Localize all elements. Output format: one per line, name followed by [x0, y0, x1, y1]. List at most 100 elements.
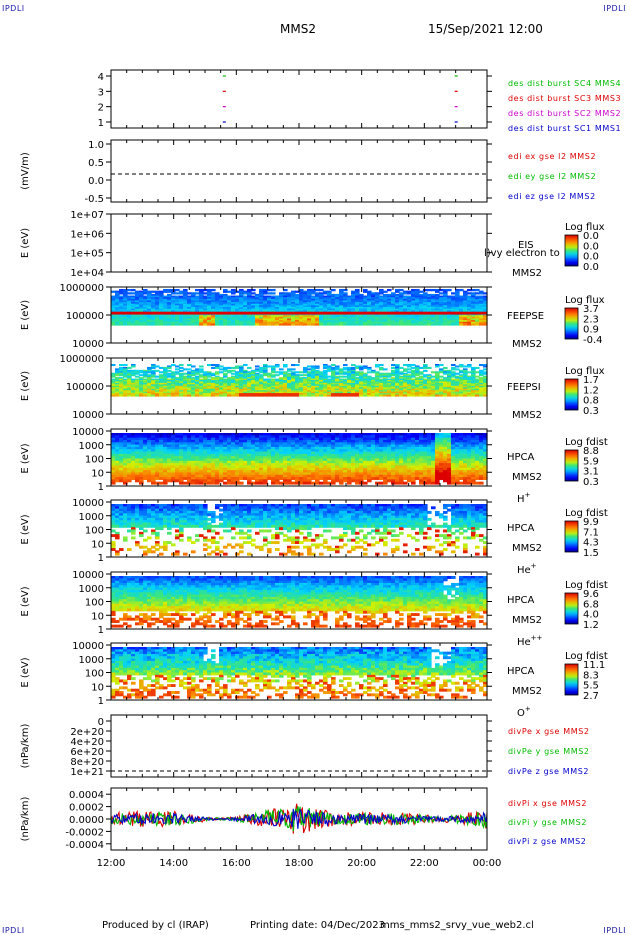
- hpca-h-cell: [155, 477, 160, 480]
- feepse-cell: [315, 323, 320, 325]
- feepsi-cell: [167, 370, 172, 372]
- feepse-cell: [347, 323, 352, 325]
- feepsi-cell: [343, 364, 348, 366]
- feepse-cell: [399, 323, 404, 325]
- feepsi-cell: [283, 395, 288, 397]
- feepsi-cell: [439, 376, 444, 378]
- feepsi-cell: [295, 395, 300, 397]
- feepsi-ylabel: E (eV): [20, 371, 31, 401]
- feepsi-cell: [439, 395, 444, 397]
- feepsi-cell: [411, 364, 416, 366]
- feepse-cell: [371, 323, 376, 325]
- feepse-cell: [375, 323, 380, 325]
- feepse-cell: [267, 292, 272, 294]
- feepse-cell: [407, 292, 412, 294]
- feepse-cell: [411, 323, 416, 325]
- feepsi-cell: [315, 367, 320, 369]
- feepsi-cell: [327, 376, 332, 378]
- feepse-cell: [455, 323, 460, 325]
- feepsi-cell: [123, 395, 128, 397]
- burst-status-ytick-label: 4: [98, 72, 104, 83]
- feepsi-cell: [379, 376, 384, 378]
- feepsi-cell: [211, 374, 216, 376]
- feepsi-cell: [351, 395, 356, 397]
- eis-ytick-label: 1e+05: [70, 249, 104, 260]
- eis-ytick-label: 1e+06: [70, 229, 104, 240]
- feepse-cell: [459, 323, 464, 325]
- feepsi-cell: [235, 395, 240, 397]
- feepsi-cell: [415, 374, 420, 376]
- feepse-spectrogram: [111, 289, 488, 326]
- feepse-cell: [451, 323, 456, 325]
- feepsi-cell: [135, 395, 140, 397]
- hpca-h-cell: [183, 477, 188, 480]
- feepse-cell: [231, 292, 236, 294]
- feepsi-cell: [371, 371, 376, 373]
- feepsi-cell: [443, 395, 448, 397]
- feepsi-cell: [211, 395, 216, 397]
- feepsi-cell: [411, 395, 416, 397]
- feepse-cell: [211, 289, 216, 291]
- feepse-cell: [171, 323, 176, 325]
- feepsi-cell: [251, 395, 256, 397]
- feepsi-cell: [227, 367, 232, 369]
- feepsi-cell: [307, 368, 312, 370]
- feepse-cell: [115, 323, 120, 325]
- hpca-h-cell: [275, 482, 280, 485]
- feepse-cell: [351, 323, 356, 325]
- feepsi-cell: [147, 371, 152, 373]
- feepsi-cell: [279, 373, 284, 375]
- feepsi-cell: [367, 395, 372, 397]
- hpca-h-cell: [291, 482, 296, 485]
- edi-e-field-legend-entry: edi ez gse l2 MMS2: [508, 192, 596, 201]
- feepse-cell: [423, 289, 428, 291]
- feepsi-cell: [327, 395, 332, 397]
- feepse-cell: [283, 323, 288, 325]
- feepsi-cell: [183, 395, 188, 397]
- eis-colorbar-tick: 0.0: [583, 262, 599, 273]
- feepsi-cell: [403, 370, 408, 372]
- feepsi-cell: [407, 371, 412, 373]
- feepsi-cell: [315, 395, 320, 397]
- feepse-cell: [271, 289, 276, 291]
- feepse-cell: [343, 323, 348, 325]
- feepsi-cell: [175, 368, 180, 370]
- edi-e-field-ytick-label: 0.5: [88, 158, 104, 169]
- feepsi-cell: [207, 395, 212, 397]
- feepsi-cell: [167, 376, 172, 378]
- feepsi-cell: [455, 395, 460, 397]
- burst-status-ytick-label: 3: [98, 87, 104, 98]
- feepsi-cell: [231, 395, 236, 397]
- feepse-cell: [131, 323, 136, 325]
- hpca-h-cell: [211, 482, 216, 485]
- feepse-cell: [131, 292, 136, 294]
- hpca-h-cell: [111, 482, 116, 485]
- eis-ytick-label: 1e+04: [70, 268, 104, 279]
- feepsi-ytick-label: 10000: [72, 410, 104, 421]
- feepse-cell: [111, 323, 116, 325]
- feepse-cell: [131, 289, 136, 291]
- feepsi-cell: [303, 374, 308, 376]
- feepsi-cell: [191, 395, 196, 397]
- feepse-cell: [175, 292, 180, 294]
- eis-note-label: l)vy electron to: [484, 248, 560, 259]
- feepsi-cell: [119, 374, 124, 376]
- feepsi-cell: [359, 395, 364, 397]
- feepsi-cell: [135, 376, 140, 378]
- feepsi-cell: [415, 395, 420, 397]
- edi-e-field-ytick-label: 0.0: [88, 176, 104, 187]
- burst-status-legend-entry: des dist burst SC2 MMS2: [508, 109, 621, 118]
- feepsi-cell: [339, 395, 344, 397]
- feepsi-cell: [223, 370, 228, 372]
- hpca-h-cell: [199, 482, 204, 485]
- feepse-cell: [119, 323, 124, 325]
- feepse-cell: [311, 292, 316, 294]
- hpca-h-cell: [127, 479, 132, 482]
- feepse-cell: [379, 292, 384, 294]
- feepse-cell: [423, 323, 428, 325]
- feepsi-cell: [299, 371, 304, 373]
- feepse-cell: [331, 323, 336, 325]
- feepsi-cell: [363, 367, 368, 369]
- feepse-cell: [331, 289, 336, 291]
- feepsi-cell: [111, 376, 116, 378]
